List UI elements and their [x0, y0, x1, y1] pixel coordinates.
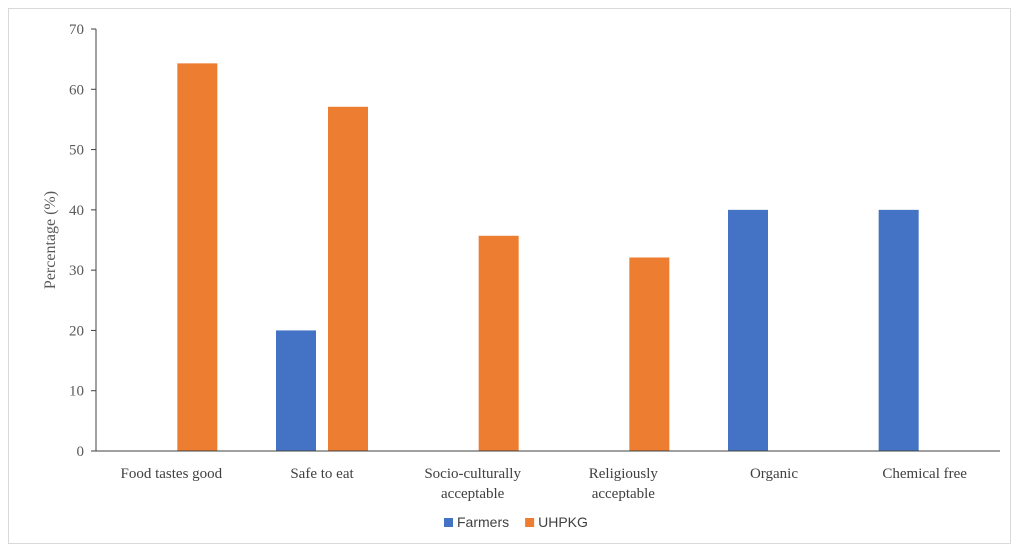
legend-swatch-farmers [444, 518, 453, 527]
bar-uhpkg-1 [328, 106, 368, 452]
bar-farmers-1 [276, 330, 316, 451]
x-tick-label: Religiously [589, 466, 659, 482]
legend-swatch-uhpkg [525, 518, 535, 527]
legend-label-uhpkg: UHPKG [538, 514, 588, 530]
y-tick-label: 50 [69, 143, 84, 159]
y-tick-label: 0 [77, 444, 85, 460]
y-tick-label: 20 [69, 323, 84, 339]
y-tick-label: 10 [69, 384, 84, 400]
bar-uhpkg-0 [177, 63, 218, 452]
x-tick-label: Organic [750, 466, 798, 482]
y-axis-title: Percentage (%) [42, 191, 59, 289]
bar-farmers-5 [878, 209, 919, 451]
x-tick-label: Food tastes good [120, 466, 222, 482]
x-tick-label: Chemical free [882, 466, 967, 482]
legend-label-farmers: Farmers [457, 514, 509, 530]
x-tick-label: Safe to eat [290, 466, 354, 482]
y-tick-label: 30 [69, 263, 84, 279]
x-tick-label: Socio-culturally [424, 466, 521, 482]
x-tick-label: acceptable [441, 486, 505, 502]
y-tick-label: 70 [69, 22, 84, 38]
x-tick-label: acceptable [592, 486, 656, 502]
bar-uhpkg-2 [478, 235, 519, 451]
y-tick-label: 40 [69, 203, 84, 219]
bar-farmers-4 [728, 209, 768, 451]
y-tick-label: 60 [69, 82, 84, 98]
bar-uhpkg-3 [629, 257, 670, 451]
